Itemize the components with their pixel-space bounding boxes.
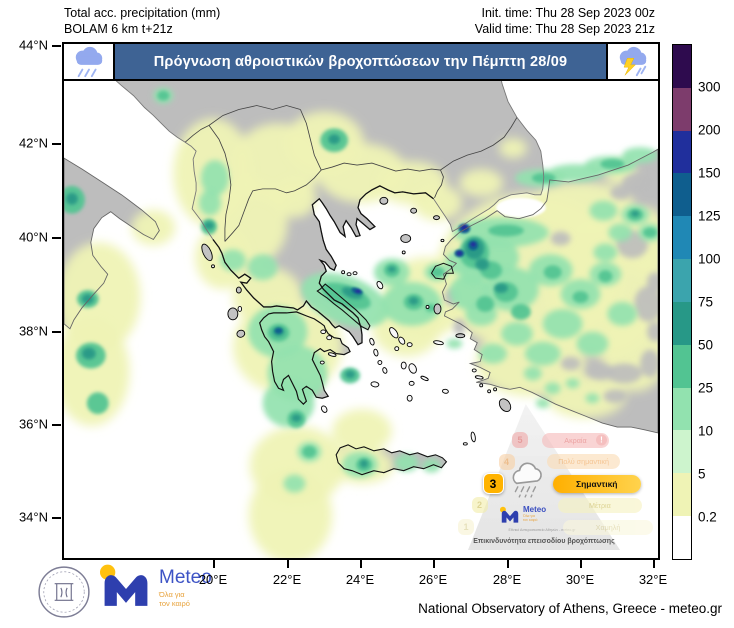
map-title-banner: Πρόγνωση αθροιστικών βροχοπτώσεων την Πέ… (64, 44, 658, 81)
model-info-line2: BOLAM 6 km t+21z (64, 22, 173, 37)
lon-tick (433, 560, 435, 568)
colorbar-segment (673, 130, 691, 174)
pyramid-level-label: Σημαντική (575, 478, 618, 489)
valid-time: Valid time: Thu 28 Sep 2023 21z (474, 22, 655, 37)
colorbar-label: 125 (698, 208, 721, 224)
colorbar-label: 25 (698, 380, 714, 396)
lat-label: 34°N (18, 509, 48, 525)
map-title: Πρόγνωση αθροιστικών βροχοπτώσεων την Πέ… (115, 44, 606, 79)
pyramid-logo-tagline2: τον καιρό (523, 518, 538, 523)
storm-cloud-icon (619, 46, 647, 76)
colorbar-segment (673, 516, 691, 559)
init-time: Init. time: Thu 28 Sep 2023 00z (481, 6, 656, 20)
lon-tick (287, 560, 289, 568)
colorbar-segment (673, 430, 691, 474)
pyramid-level-badge-2: 2 (471, 497, 488, 514)
pyramid-level-badge-3: 3 (482, 473, 504, 495)
lon-label: 24°E (345, 572, 375, 587)
lat-label: 38°N (18, 323, 48, 339)
lon-label: 26°E (418, 572, 448, 587)
lat-label: 44°N (18, 37, 48, 53)
credit-text: National Observatory of Athens, Greece -… (418, 601, 722, 616)
lon-label: 28°E (492, 572, 522, 587)
pyramid-level-badge-4: 4 (498, 453, 515, 470)
lat-tick (52, 143, 61, 145)
colorbar-segment (673, 87, 691, 131)
meteo-logo-tagline2: τον καιρό (159, 599, 190, 609)
lon-tick (360, 560, 362, 568)
colorbar-label: 50 (698, 337, 714, 353)
meteo-m-icon (500, 506, 519, 523)
colorbar-label: 150 (698, 165, 721, 181)
lat-tick (52, 45, 61, 47)
pyramid-level-pill-5: Ακραία! (542, 432, 609, 448)
lon-tick (507, 560, 509, 568)
colorbar-segment (673, 216, 691, 260)
run-times: Init. time: Thu 28 Sep 2023 00z Valid ti… (475, 5, 655, 38)
lon-label: 22°E (272, 572, 302, 587)
lat-label: 40°N (18, 229, 48, 245)
pyramid-level-label: Ακραία (564, 435, 587, 445)
pyramid-meteo-logo: Meteo Όλα για τον καιρό (500, 506, 546, 524)
lon-label: 32°E (638, 572, 668, 587)
colorbar-segment (673, 45, 691, 88)
colorbar-segment (673, 173, 691, 217)
noa-seal-icon (38, 566, 90, 618)
rain-cloud-outline-icon (512, 462, 542, 498)
lat-label: 36°N (18, 416, 48, 432)
pyramid-caption: Επικινδυνότητα επεισοδίου βροχόπτωσης (473, 538, 615, 545)
colorbar-label: 0.2 (698, 509, 717, 525)
meteo-logo-tagline1: Όλα για (159, 590, 185, 599)
colorbar-segment (673, 387, 691, 431)
colorbar-label: 5 (698, 466, 706, 482)
lon-label: 30°E (565, 572, 595, 587)
lat-tick (52, 424, 61, 426)
pyramid-level-pill-4: Πολύ σημαντική (547, 454, 620, 470)
meteo-logo: Meteo Όλα για τον καιρό (100, 562, 212, 610)
meteo-logo-brand: Meteo (159, 567, 212, 588)
pyramid-level-label: Μέτρια (588, 500, 611, 510)
colorbar-segment (673, 344, 691, 388)
banner-left-box (64, 44, 115, 79)
pyramid-level-label: Χαμηλή (595, 522, 621, 532)
model-info-line1: Total acc. precipitation (mm) (64, 6, 221, 20)
pyramid-level-pill-3: Σημαντική (552, 474, 641, 493)
pyramid-level-pill-1: Χαμηλή (563, 519, 653, 535)
colorbar-segment (673, 301, 691, 345)
pyramid-logo-tagline1: Όλα για (523, 514, 535, 518)
greece-map-canvas (64, 44, 658, 558)
lon-tick (213, 560, 215, 568)
precipitation-colorbar (672, 44, 692, 560)
meteo-m-icon (100, 564, 148, 606)
colorbar-label: 200 (698, 122, 721, 138)
lat-tick (52, 331, 61, 333)
model-info: Total acc. precipitation (mm) BOLAM 6 km… (64, 5, 220, 38)
precipitation-map: Πρόγνωση αθροιστικών βροχοπτώσεων την Πέ… (62, 42, 660, 560)
risk-pyramid: Meteo Όλα για τον καιρό Εθνικό Αστεροσκο… (458, 402, 662, 556)
exclamation-icon: ! (596, 434, 607, 446)
lon-tick (653, 560, 655, 568)
colorbar-segment (673, 259, 691, 302)
pyramid-level-label: Πολύ σημαντική (558, 457, 609, 467)
colorbar-segment (673, 473, 691, 517)
pyramid-logo-brand: Meteo (523, 505, 547, 514)
pyramid-logo-subtext: Εθνικό Αστεροσκοπείο Αθηνών - meteo.gr (508, 528, 576, 532)
banner-right-box (606, 44, 658, 79)
lat-tick (52, 237, 61, 239)
lon-label: 20°E (198, 572, 228, 587)
lat-tick (52, 517, 61, 519)
colorbar-label: 100 (698, 251, 721, 267)
rain-cloud-icon (75, 46, 102, 77)
lat-label: 42°N (18, 135, 48, 151)
pyramid-level-badge-1: 1 (458, 519, 474, 536)
colorbar-label: 75 (698, 294, 714, 310)
pyramid-level-badge-5: 5 (512, 432, 528, 448)
pyramid-level-pill-2: Μέτρια (557, 497, 642, 513)
colorbar-label: 300 (698, 79, 721, 95)
lon-tick (580, 560, 582, 568)
colorbar-label: 10 (698, 423, 714, 439)
